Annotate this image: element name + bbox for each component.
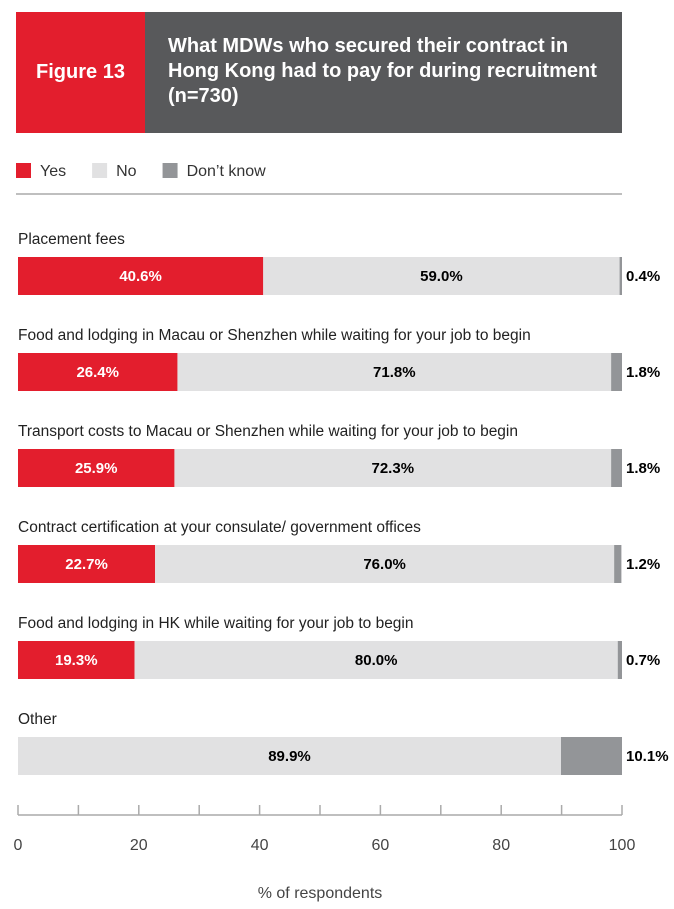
legend-label: Yes — [40, 163, 66, 180]
category-label: Food and lodging in HK while waiting for… — [18, 615, 414, 632]
value-label: 0.7% — [626, 652, 660, 669]
value-label: 10.1% — [626, 748, 669, 765]
value-label: 22.7% — [65, 556, 108, 573]
legend-label: No — [116, 163, 137, 180]
chart-title: What MDWs who secured their contract in … — [145, 12, 622, 133]
bar-segment — [18, 257, 264, 295]
x-axis-label: % of respondents — [258, 885, 383, 902]
bar-segment — [611, 353, 622, 391]
bar-segment — [177, 353, 612, 391]
legend-swatch — [92, 163, 108, 178]
bar-segment — [560, 737, 622, 775]
bar-segment — [18, 545, 156, 583]
x-tick-label: 20 — [130, 837, 148, 854]
x-tick-label: 60 — [372, 837, 390, 854]
category-label: Other — [18, 711, 57, 728]
value-label: 1.8% — [626, 364, 660, 381]
value-label: 1.8% — [626, 460, 660, 477]
value-label: 25.9% — [75, 460, 118, 477]
bar-segment — [134, 641, 618, 679]
bar-segment — [174, 449, 612, 487]
bar-segment — [18, 449, 175, 487]
x-tick-label: 100 — [609, 837, 636, 854]
x-tick-label: 0 — [14, 837, 23, 854]
bar-segment — [155, 545, 615, 583]
legend-swatch — [162, 163, 178, 178]
x-tick-label: 80 — [492, 837, 510, 854]
value-label: 59.0% — [420, 268, 463, 285]
bar-segment — [18, 641, 135, 679]
bar-segment — [18, 737, 561, 775]
value-label: 89.9% — [268, 748, 311, 765]
legend-label: Don’t know — [187, 163, 267, 180]
legend-swatch — [16, 163, 31, 178]
category-label: Food and lodging in Macau or Shenzhen wh… — [18, 327, 531, 344]
figure-label: Figure 13 — [16, 12, 145, 133]
bar-segment — [263, 257, 620, 295]
value-label: 0.4% — [626, 268, 660, 285]
bar-segment — [617, 641, 622, 679]
category-label: Placement fees — [18, 231, 125, 248]
bar-segment — [614, 545, 622, 583]
value-label: 71.8% — [373, 364, 416, 381]
value-label: 26.4% — [76, 364, 119, 381]
bar-segment — [18, 353, 178, 391]
category-label: Transport costs to Macau or Shenzhen whi… — [18, 423, 518, 440]
value-label: 72.3% — [372, 460, 415, 477]
value-label: 40.6% — [119, 268, 162, 285]
x-tick-label: 40 — [251, 837, 269, 854]
value-label: 76.0% — [363, 556, 406, 573]
category-label: Contract certification at your consulate… — [18, 519, 421, 536]
value-label: 1.2% — [626, 556, 660, 573]
value-label: 19.3% — [55, 652, 98, 669]
value-label: 80.0% — [355, 652, 398, 669]
bar-segment — [619, 257, 622, 295]
bar-segment — [611, 449, 622, 487]
